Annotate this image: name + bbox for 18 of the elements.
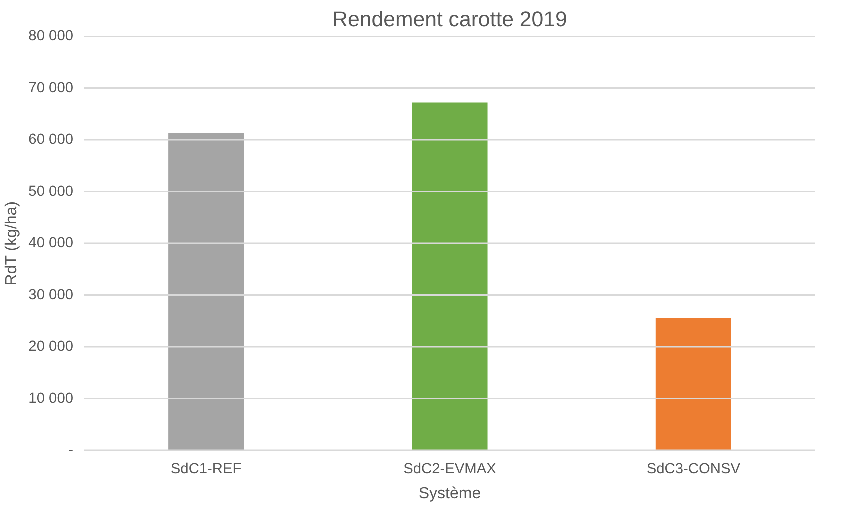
y-tick-label: 70 000 bbox=[28, 80, 74, 96]
y-tick-label: 30 000 bbox=[28, 287, 74, 304]
x-axis-title: Système bbox=[418, 486, 482, 502]
y-tick-label: 20 000 bbox=[28, 339, 74, 355]
bar bbox=[168, 133, 244, 450]
y-tick-label: - bbox=[68, 442, 74, 458]
y-axis-title: RdT (kg/ha) bbox=[4, 202, 21, 286]
x-tick-label: SdC2-EVMAX bbox=[404, 462, 497, 478]
x-tick-label: SdC3-CONSV bbox=[646, 462, 741, 478]
bar bbox=[656, 318, 732, 450]
y-tick-label: 50 000 bbox=[28, 184, 74, 200]
bar bbox=[412, 102, 488, 450]
y-tick-label: 80 000 bbox=[28, 28, 74, 44]
chart-title: Rendement carotte 2019 bbox=[332, 8, 568, 32]
x-tick-label: SdC1-REF bbox=[170, 462, 242, 478]
y-tick-label: 10 000 bbox=[28, 390, 74, 407]
y-tick-label: 60 000 bbox=[28, 132, 74, 148]
y-tick-label: 40 000 bbox=[28, 236, 74, 252]
